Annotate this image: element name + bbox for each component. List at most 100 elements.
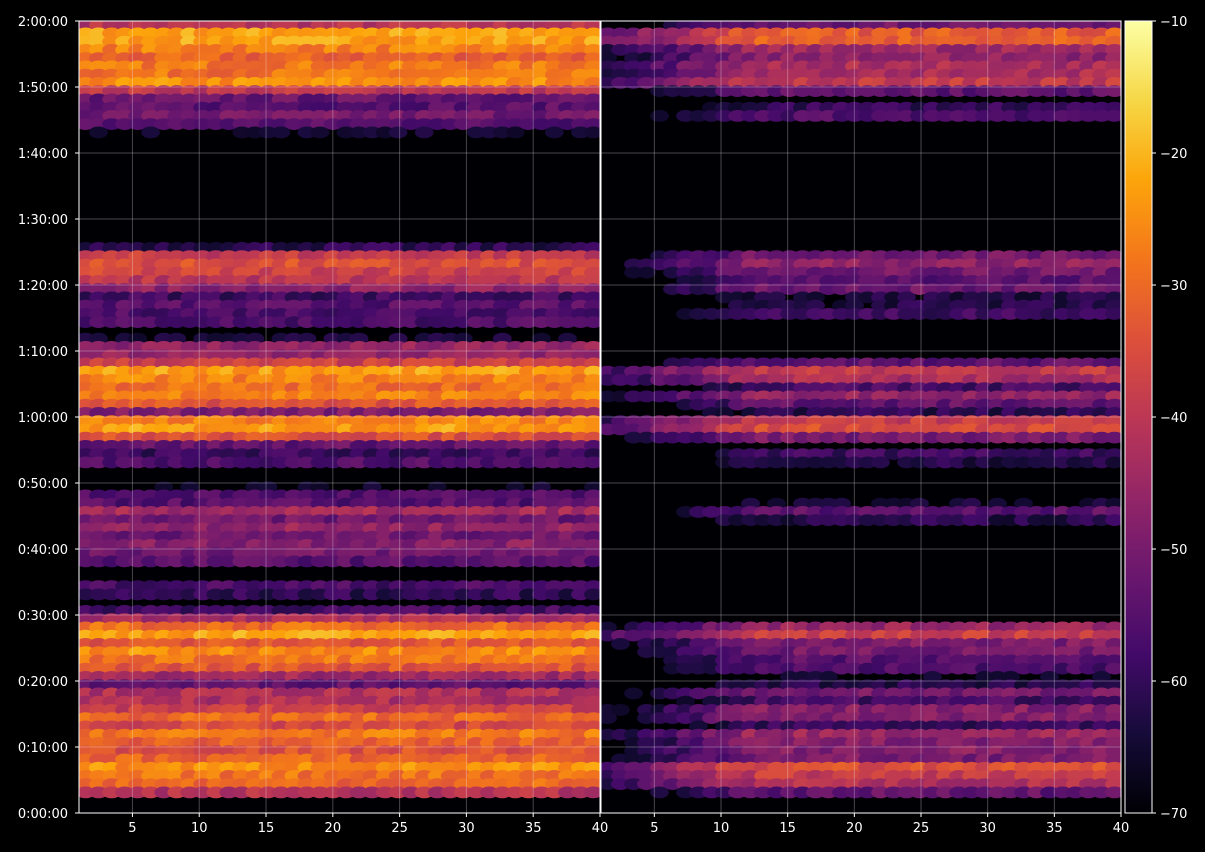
heatmap-cell xyxy=(962,621,981,634)
heatmap-cell xyxy=(310,687,330,700)
heatmap-cell xyxy=(219,316,239,328)
heatmap-cell xyxy=(193,646,213,658)
heatmap-cell xyxy=(336,357,356,370)
heatmap-cell xyxy=(754,704,773,716)
heatmap-cell xyxy=(453,357,473,370)
heatmap-cell xyxy=(754,35,773,48)
heatmap-cell xyxy=(806,514,825,526)
heatmap-cell xyxy=(519,753,538,766)
heatmap-cell xyxy=(1040,770,1059,782)
heatmap-cell xyxy=(375,60,395,73)
heatmap-cell xyxy=(297,638,317,650)
heatmap-cell xyxy=(297,728,317,741)
heatmap-cell xyxy=(206,745,226,757)
heatmap-cell xyxy=(571,407,590,419)
heatmap-cell xyxy=(492,613,512,625)
heatmap-cell xyxy=(1105,662,1121,675)
heatmap-cell xyxy=(232,341,252,353)
heatmap-cell xyxy=(545,753,564,766)
heatmap-cell xyxy=(819,374,838,386)
heatmap-cell xyxy=(558,514,577,526)
heatmap-cell xyxy=(715,679,734,691)
heatmap-cell xyxy=(571,506,590,518)
heatmap-cell xyxy=(806,778,825,790)
heatmap-cell xyxy=(349,27,369,40)
heatmap-cell xyxy=(323,382,343,394)
heatmap-cell xyxy=(923,687,942,700)
heatmap-cell xyxy=(949,60,968,73)
heatmap-cell xyxy=(245,448,265,460)
heatmap-cell xyxy=(141,695,161,708)
heatmap-cell xyxy=(284,250,304,262)
heatmap-cell xyxy=(532,481,551,493)
heatmap-cell xyxy=(1001,299,1020,312)
heatmap-cell xyxy=(1001,250,1020,262)
heatmap-cell xyxy=(988,275,1007,287)
heatmap-cell xyxy=(923,44,942,56)
heatmap-cell xyxy=(611,35,630,48)
heatmap-cell xyxy=(975,308,994,320)
heatmap-cell xyxy=(388,687,408,700)
heatmap-cell xyxy=(571,786,590,799)
heatmap-cell xyxy=(505,60,525,73)
heatmap-cell xyxy=(1014,761,1033,774)
heatmap-cell xyxy=(767,745,786,757)
heatmap-cell xyxy=(1027,646,1046,658)
heatmap-cell xyxy=(715,44,734,56)
heatmap-cell xyxy=(154,44,174,56)
heatmap-cell xyxy=(519,687,538,700)
heatmap-cell xyxy=(453,547,473,559)
heatmap-cell xyxy=(545,357,564,370)
heatmap-cell xyxy=(206,374,226,386)
heatmap-cell xyxy=(754,374,773,386)
heatmap-cell xyxy=(401,118,421,130)
heatmap-cell xyxy=(910,778,929,790)
heatmap-cell xyxy=(375,679,395,691)
heatmap-cell xyxy=(414,497,434,510)
heatmap-cell xyxy=(479,382,499,394)
heatmap-cell xyxy=(258,266,278,279)
heatmap-cell xyxy=(1092,250,1111,262)
heatmap-cell xyxy=(988,687,1007,700)
heatmap-cell xyxy=(1014,423,1033,436)
heatmap-cell xyxy=(349,638,369,650)
heatmap-cell xyxy=(1079,77,1098,89)
heatmap-cell xyxy=(102,638,121,650)
heatmap-cell xyxy=(806,308,825,320)
heatmap-cell xyxy=(89,761,108,774)
heatmap-cell xyxy=(558,497,577,510)
heatmap-cell xyxy=(571,448,590,460)
heatmap-cell xyxy=(1053,770,1072,782)
heatmap-cell xyxy=(505,489,525,502)
heatmap-cell xyxy=(89,27,108,40)
heatmap-cell xyxy=(819,662,838,675)
heatmap-cell xyxy=(676,728,695,741)
heatmap-cell xyxy=(388,275,408,287)
heatmap-cell xyxy=(1053,687,1072,700)
heatmap-cell xyxy=(167,654,187,667)
heatmap-cell xyxy=(702,68,721,81)
heatmap-cell xyxy=(466,440,486,452)
heatmap-cell xyxy=(89,514,108,526)
heatmap-cell xyxy=(89,530,108,543)
heatmap-cell xyxy=(141,605,161,617)
heatmap-cell xyxy=(558,60,577,73)
heatmap-cell xyxy=(1001,778,1020,790)
heatmap-cell xyxy=(427,35,447,48)
heatmap-cell xyxy=(297,629,317,642)
heatmap-cell xyxy=(479,308,499,320)
heatmap-cell xyxy=(897,654,916,667)
heatmap-cell xyxy=(115,514,134,526)
heatmap-cell xyxy=(102,671,121,683)
heatmap-cell xyxy=(1066,431,1085,444)
heatmap-cell xyxy=(845,68,864,81)
heatmap-cell xyxy=(741,761,760,774)
heatmap-cell xyxy=(310,522,330,535)
heatmap-cell xyxy=(115,745,134,757)
heatmap-cell xyxy=(258,770,278,782)
heatmap-cell xyxy=(532,770,551,782)
heatmap-cell xyxy=(519,654,538,667)
heatmap-cell xyxy=(271,316,291,328)
heatmap-cell xyxy=(453,737,473,749)
